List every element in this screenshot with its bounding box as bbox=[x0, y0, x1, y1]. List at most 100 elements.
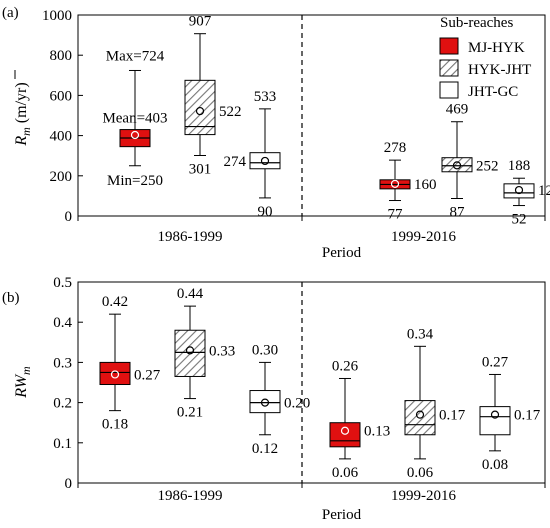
plot-frame bbox=[77, 14, 546, 217]
y-tick-label: 0.2 bbox=[53, 396, 72, 412]
min-label: 90 bbox=[258, 204, 273, 220]
y-axis-label-sub: m bbox=[19, 366, 33, 375]
min-label: 0.06 bbox=[407, 465, 434, 481]
plot-frame bbox=[77, 281, 546, 484]
x-axis-label: Period bbox=[322, 507, 362, 523]
max-label: 0.44 bbox=[177, 286, 204, 302]
y-axis-label-main: R bbox=[13, 136, 30, 147]
box-mj-hyk-1999-2016: 278 77 160 bbox=[379, 140, 437, 223]
legend-label-mj-hyk: MJ-HYK bbox=[468, 40, 525, 56]
max-label: 0.27 bbox=[482, 354, 509, 370]
box-iqr bbox=[503, 183, 535, 199]
mean-label: 160 bbox=[414, 177, 437, 193]
legend-swatch-hyk-jht bbox=[439, 59, 459, 77]
mean-label: 0.13 bbox=[364, 424, 390, 440]
box-hyk-jht-1986-1999: 0.44 0.21 0.33 bbox=[174, 286, 235, 421]
mean-marker bbox=[514, 185, 524, 195]
mean-label: 0.17 bbox=[514, 408, 541, 424]
x-category-label: 1986-1999 bbox=[158, 229, 223, 245]
mean-marker bbox=[195, 106, 205, 116]
panel-a: 0 200 400 600 800 1000 1986-1999 1999-2016 Perio… bbox=[2, 5, 550, 261]
y-tick-label: 1000 bbox=[42, 8, 72, 24]
y-axis-label-sub: m bbox=[19, 127, 33, 136]
x-category-label: 1999-2016 bbox=[391, 488, 456, 504]
panel-label: (a) bbox=[2, 5, 19, 21]
box-hyk-jht-1999-2016: 469 87 252 bbox=[441, 102, 499, 221]
mean-marker bbox=[260, 156, 270, 166]
chart-panels: 0 200 400 600 800 1000 1986-1999 1999-2016 Perio… bbox=[2, 5, 550, 523]
min-label: 87 bbox=[450, 205, 466, 221]
min-label: 301 bbox=[189, 161, 212, 177]
mean-label: 274 bbox=[224, 154, 247, 170]
min-label: 77 bbox=[388, 207, 404, 223]
box-jht-gc-1999-2016: 0.27 0.08 0.17 bbox=[479, 354, 541, 473]
legend-label-jht-gc: JHT-GC bbox=[468, 84, 518, 100]
legend-swatch-jht-gc bbox=[439, 81, 459, 99]
box-iqr bbox=[249, 390, 281, 414]
box-mj-hyk-1986-1999 bbox=[119, 69, 151, 167]
box-hyk-jht-1986-1999: 907 301 522 bbox=[184, 14, 242, 177]
x-category-label: 1999-2016 bbox=[391, 229, 456, 245]
mean-label: 0.27 bbox=[134, 367, 161, 383]
mean-marker bbox=[340, 426, 350, 435]
y-axis-label: RWm bbox=[13, 366, 33, 399]
max-label: 0.30 bbox=[252, 342, 278, 358]
box-mj-hyk-1986-1999: 0.42 0.18 0.27 bbox=[99, 294, 161, 433]
mean-marker bbox=[415, 410, 425, 419]
max-label: 0.34 bbox=[407, 326, 434, 342]
y-tick-label: 200 bbox=[50, 169, 73, 185]
x-axis-label: Period bbox=[322, 245, 362, 261]
min-label: 0.08 bbox=[482, 457, 508, 473]
min-label: 0.18 bbox=[102, 417, 128, 433]
mean-marker bbox=[490, 410, 500, 419]
max-label: 0.42 bbox=[102, 294, 128, 310]
mean-marker bbox=[390, 179, 400, 188]
x-category-label: 1986-1999 bbox=[158, 488, 223, 504]
mean-marker bbox=[110, 370, 120, 379]
mean-label: 129 bbox=[538, 183, 550, 199]
box-jht-gc-1986-1999: 533 90 274 bbox=[224, 89, 281, 220]
legend-label-hyk-jht: HYK-JHT bbox=[468, 62, 531, 78]
mean-label: 252 bbox=[476, 158, 499, 174]
min-label: 0.21 bbox=[177, 405, 203, 421]
y-tick-label: 0.1 bbox=[53, 436, 72, 452]
box-jht-gc-1986-1999: 0.30 0.12 0.20 bbox=[249, 342, 310, 457]
annotation-max: Max=724 bbox=[106, 48, 165, 64]
mean-label: 0.33 bbox=[209, 343, 235, 359]
max-label: 907 bbox=[189, 14, 212, 30]
max-label: 188 bbox=[508, 158, 531, 174]
panel-b: 0 0.1 0.2 0.3 0.4 0.5 1986-1999 1999-2016 Period… bbox=[2, 275, 546, 523]
y-tick-label: 800 bbox=[50, 48, 73, 64]
max-label: 533 bbox=[254, 89, 277, 105]
y-tick-label: 400 bbox=[50, 129, 73, 145]
mean-marker bbox=[452, 161, 462, 170]
y-tick-label: 0 bbox=[65, 209, 73, 225]
y-tick-label: 0.3 bbox=[53, 355, 72, 371]
max-label: 0.26 bbox=[332, 358, 359, 374]
annotation-mean: Mean=403 bbox=[102, 111, 167, 127]
panel-label: (b) bbox=[2, 290, 20, 306]
y-axis-label-main: RW bbox=[13, 373, 30, 398]
y-tick-label: 0.4 bbox=[53, 315, 72, 331]
y-tick-label: 0 bbox=[65, 476, 73, 492]
box-iqr bbox=[441, 157, 473, 173]
legend-title: Sub-reaches bbox=[440, 15, 513, 31]
box-mj-hyk-1999-2016: 0.26 0.06 0.13 bbox=[329, 358, 390, 481]
box-iqr bbox=[404, 400, 436, 436]
max-label: 469 bbox=[446, 102, 469, 118]
y-axis-label-unit: (m/yr) bbox=[13, 82, 30, 127]
box-hyk-jht-1999-2016: 0.34 0.06 0.17 bbox=[404, 326, 466, 481]
mean-label: 0.20 bbox=[284, 396, 310, 412]
y-tick-label: 600 bbox=[50, 88, 73, 104]
mean-label: 522 bbox=[219, 104, 242, 120]
min-label: 0.06 bbox=[332, 465, 359, 481]
legend-swatch-mj-hyk bbox=[439, 37, 459, 55]
y-tick-label: 0.5 bbox=[53, 275, 72, 291]
mean-marker bbox=[260, 398, 270, 407]
mean-label: 0.17 bbox=[439, 408, 466, 424]
min-label: 52 bbox=[512, 212, 527, 228]
mean-marker bbox=[185, 346, 195, 355]
box-iqr bbox=[249, 152, 281, 170]
y-axis-label: Rm (m/yr) bbox=[13, 82, 33, 146]
box-jht-gc-1999-2016: 188 52 129 bbox=[503, 158, 550, 228]
